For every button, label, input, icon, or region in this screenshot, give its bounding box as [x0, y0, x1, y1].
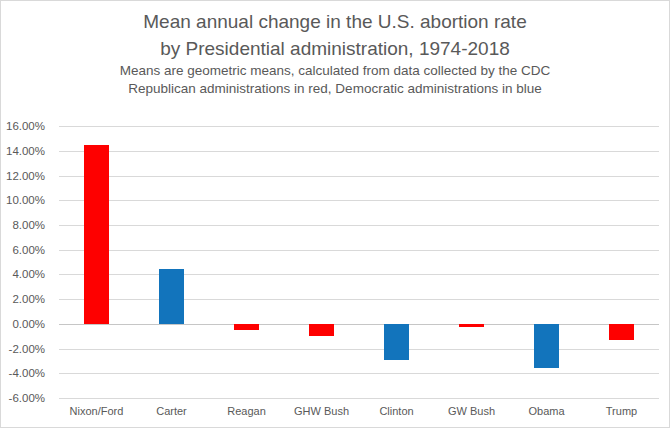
- x-tick-label-carter: Carter: [134, 403, 209, 419]
- plot-area: [59, 126, 659, 398]
- y-tick-label: 10.00%: [6, 194, 45, 206]
- gridline: [59, 151, 659, 152]
- x-tick-label-obama: Obama: [509, 403, 584, 419]
- y-axis: 16.00%14.00%12.00%10.00%8.00%6.00%4.00%2…: [1, 126, 51, 398]
- y-tick-label: 16.00%: [6, 120, 45, 132]
- x-tick-label-nixon-ford: Nixon/Ford: [59, 403, 134, 419]
- bar-gw-bush: [459, 324, 484, 328]
- y-tick-label: 12.00%: [6, 170, 45, 182]
- bar-carter: [159, 269, 184, 323]
- bar-obama: [534, 324, 559, 369]
- chart-subtitle-line-1: Means are geometric means, calculated fr…: [1, 62, 669, 80]
- y-tick-label: 0.00%: [12, 318, 45, 330]
- gridline: [59, 250, 659, 251]
- x-tick-label-reagan: Reagan: [209, 403, 284, 419]
- gridline: [59, 349, 659, 350]
- gridline: [59, 373, 659, 374]
- gridline: [59, 225, 659, 226]
- y-tick-label: -6.00%: [9, 392, 45, 404]
- zero-axis-line: [59, 324, 659, 325]
- y-tick-label: 6.00%: [12, 244, 45, 256]
- chart-header: Mean annual change in the U.S. abortion …: [1, 8, 669, 98]
- y-tick-label: 14.00%: [6, 145, 45, 157]
- chart-subtitle-line-2: Republican administrations in red, Democ…: [1, 80, 669, 98]
- gridline: [59, 200, 659, 201]
- bar-nixon-ford: [84, 145, 109, 324]
- y-tick-label: 2.00%: [12, 293, 45, 305]
- x-tick-label-ghw-bush: GHW Bush: [284, 403, 359, 419]
- gridline: [59, 176, 659, 177]
- gridline: [59, 126, 659, 127]
- x-tick-label-gw-bush: GW Bush: [434, 403, 509, 419]
- bar-reagan: [234, 324, 259, 330]
- gridline: [59, 299, 659, 300]
- gridline: [59, 398, 659, 399]
- x-tick-label-trump: Trump: [584, 403, 659, 419]
- x-axis: Nixon/FordCarterReaganGHW BushClintonGW …: [59, 403, 659, 423]
- y-tick-label: -4.00%: [9, 367, 45, 379]
- y-tick-label: 4.00%: [12, 268, 45, 280]
- y-tick-label: -2.00%: [9, 343, 45, 355]
- chart-title-line-1: Mean annual change in the U.S. abortion …: [1, 8, 669, 35]
- bar-clinton: [384, 324, 409, 360]
- y-tick-label: 8.00%: [12, 219, 45, 231]
- bar-trump: [609, 324, 634, 340]
- gridline: [59, 274, 659, 275]
- bar-ghw-bush: [309, 324, 334, 336]
- chart-title-line-2: by Presidential administration, 1974-201…: [1, 35, 669, 62]
- abortion-rate-bar-chart: Mean annual change in the U.S. abortion …: [0, 0, 670, 428]
- x-tick-label-clinton: Clinton: [359, 403, 434, 419]
